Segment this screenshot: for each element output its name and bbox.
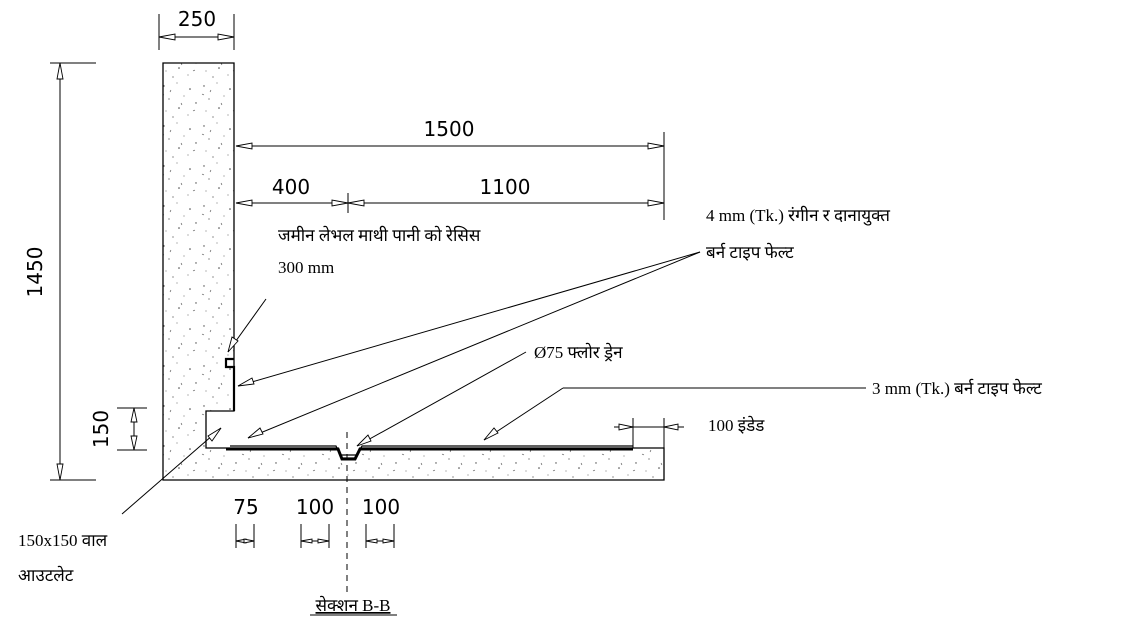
indent-label: 100 इंडेड: [708, 415, 765, 435]
dimension-1450-label: 1450: [23, 247, 47, 298]
wall-outlet-label-line2: आउटलेट: [18, 565, 74, 585]
leader-felt-3mm: [483, 387, 866, 441]
dimension-400-1100: [235, 193, 665, 213]
leader-felt-4mm: [237, 251, 701, 439]
recess-size-label: 300 mm: [278, 258, 334, 277]
felt-3mm-label: 3 mm (Tk.) बर्न टाइप फेल्ट: [872, 378, 1042, 398]
felt-membrane-layer: [230, 445, 633, 456]
wall-outlet-label-line1: 150x150 वाल: [18, 531, 108, 550]
dimension-100-right-label: 100: [362, 495, 400, 519]
dimension-150: [117, 407, 147, 451]
dimension-1450: [50, 62, 96, 481]
leader-floor-drain: [356, 351, 527, 447]
floor-drain-label: Ø75 फ्लोर ड्रेन: [534, 342, 623, 362]
dimension-400-label: 400: [272, 175, 310, 199]
felt-membrane-upper: [224, 357, 236, 411]
section-title: सेक्शन B-B: [316, 595, 391, 615]
recess-label: जमीन लेभल माथी पानी को रेसिस: [278, 225, 481, 245]
leader-wall-outlet: [121, 427, 222, 515]
dimension-150-label: 150: [89, 410, 113, 448]
dimension-100-left-label: 100: [296, 495, 334, 519]
dimension-indent: [614, 418, 684, 448]
dimension-75-label: 75: [233, 495, 258, 519]
dimension-1100-label: 1100: [480, 175, 531, 199]
dimension-250: [158, 14, 235, 50]
felt-membrane: [226, 447, 633, 461]
dimension-1500-label: 1500: [424, 117, 475, 141]
dimension-bottom: [235, 524, 395, 548]
leader-recess: [227, 298, 267, 353]
dimension-250-label: 250: [178, 7, 216, 31]
dimension-1500: [235, 132, 665, 220]
felt-4mm-label-line1: 4 mm (Tk.) रंगीन र दानायुक्त: [706, 205, 890, 226]
felt-4mm-label-line2: बर्न टाइप फेल्ट: [706, 242, 794, 262]
concrete-section: [162, 62, 665, 481]
